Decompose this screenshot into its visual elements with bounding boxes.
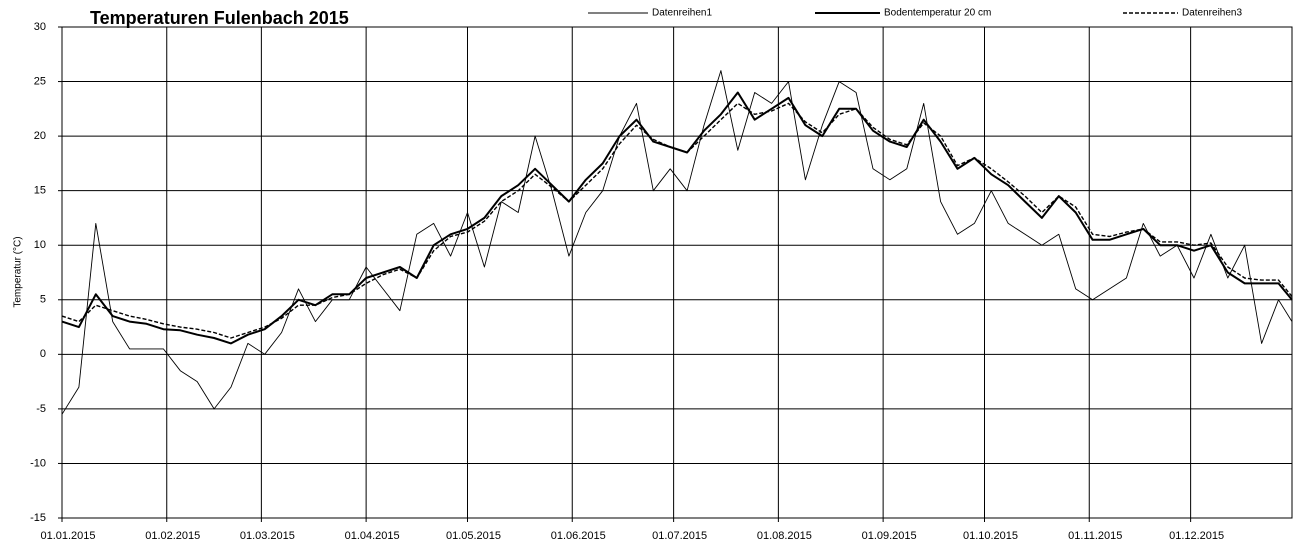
x-tick-label: 01.04.2015 bbox=[345, 530, 400, 542]
x-tick-label: 01.08.2015 bbox=[757, 530, 812, 542]
series-line bbox=[61, 102, 1293, 339]
y-tick-label: -5 bbox=[36, 403, 46, 415]
y-tick-label: 25 bbox=[34, 75, 46, 87]
legend-label: Bodentemperatur 20 cm bbox=[884, 8, 991, 19]
x-tick-label: 01.05.2015 bbox=[446, 530, 501, 542]
legend-label: Datenreihen3 bbox=[1182, 8, 1242, 19]
y-tick-label: 0 bbox=[40, 348, 46, 360]
chart-title: Temperaturen Fulenbach 2015 bbox=[90, 8, 349, 28]
x-tick-label: 01.01.2015 bbox=[40, 530, 95, 542]
y-tick-label: 30 bbox=[34, 21, 46, 33]
y-axis-label: Temperatur (°C) bbox=[13, 236, 24, 307]
y-tick-label: 20 bbox=[34, 130, 46, 142]
x-tick-label: 01.09.2015 bbox=[862, 530, 917, 542]
x-tick-label: 01.11.2015 bbox=[1068, 530, 1122, 542]
y-tick-label: 10 bbox=[34, 239, 46, 251]
x-tick-label: 01.12.2015 bbox=[1169, 530, 1224, 542]
x-tick-label: 01.06.2015 bbox=[551, 530, 606, 542]
x-tick-label: 01.10.2015 bbox=[963, 530, 1018, 542]
series-line bbox=[61, 70, 1293, 415]
y-tick-label: 5 bbox=[40, 294, 46, 306]
x-tick-label: 01.07.2015 bbox=[652, 530, 707, 542]
y-tick-label: -10 bbox=[30, 457, 46, 469]
x-tick-label: 01.03.2015 bbox=[240, 530, 295, 542]
legend-label: Datenreihen1 bbox=[652, 8, 712, 19]
y-tick-label: -15 bbox=[30, 512, 46, 524]
y-tick-label: 15 bbox=[34, 185, 46, 197]
x-tick-label: 01.02.2015 bbox=[145, 530, 200, 542]
